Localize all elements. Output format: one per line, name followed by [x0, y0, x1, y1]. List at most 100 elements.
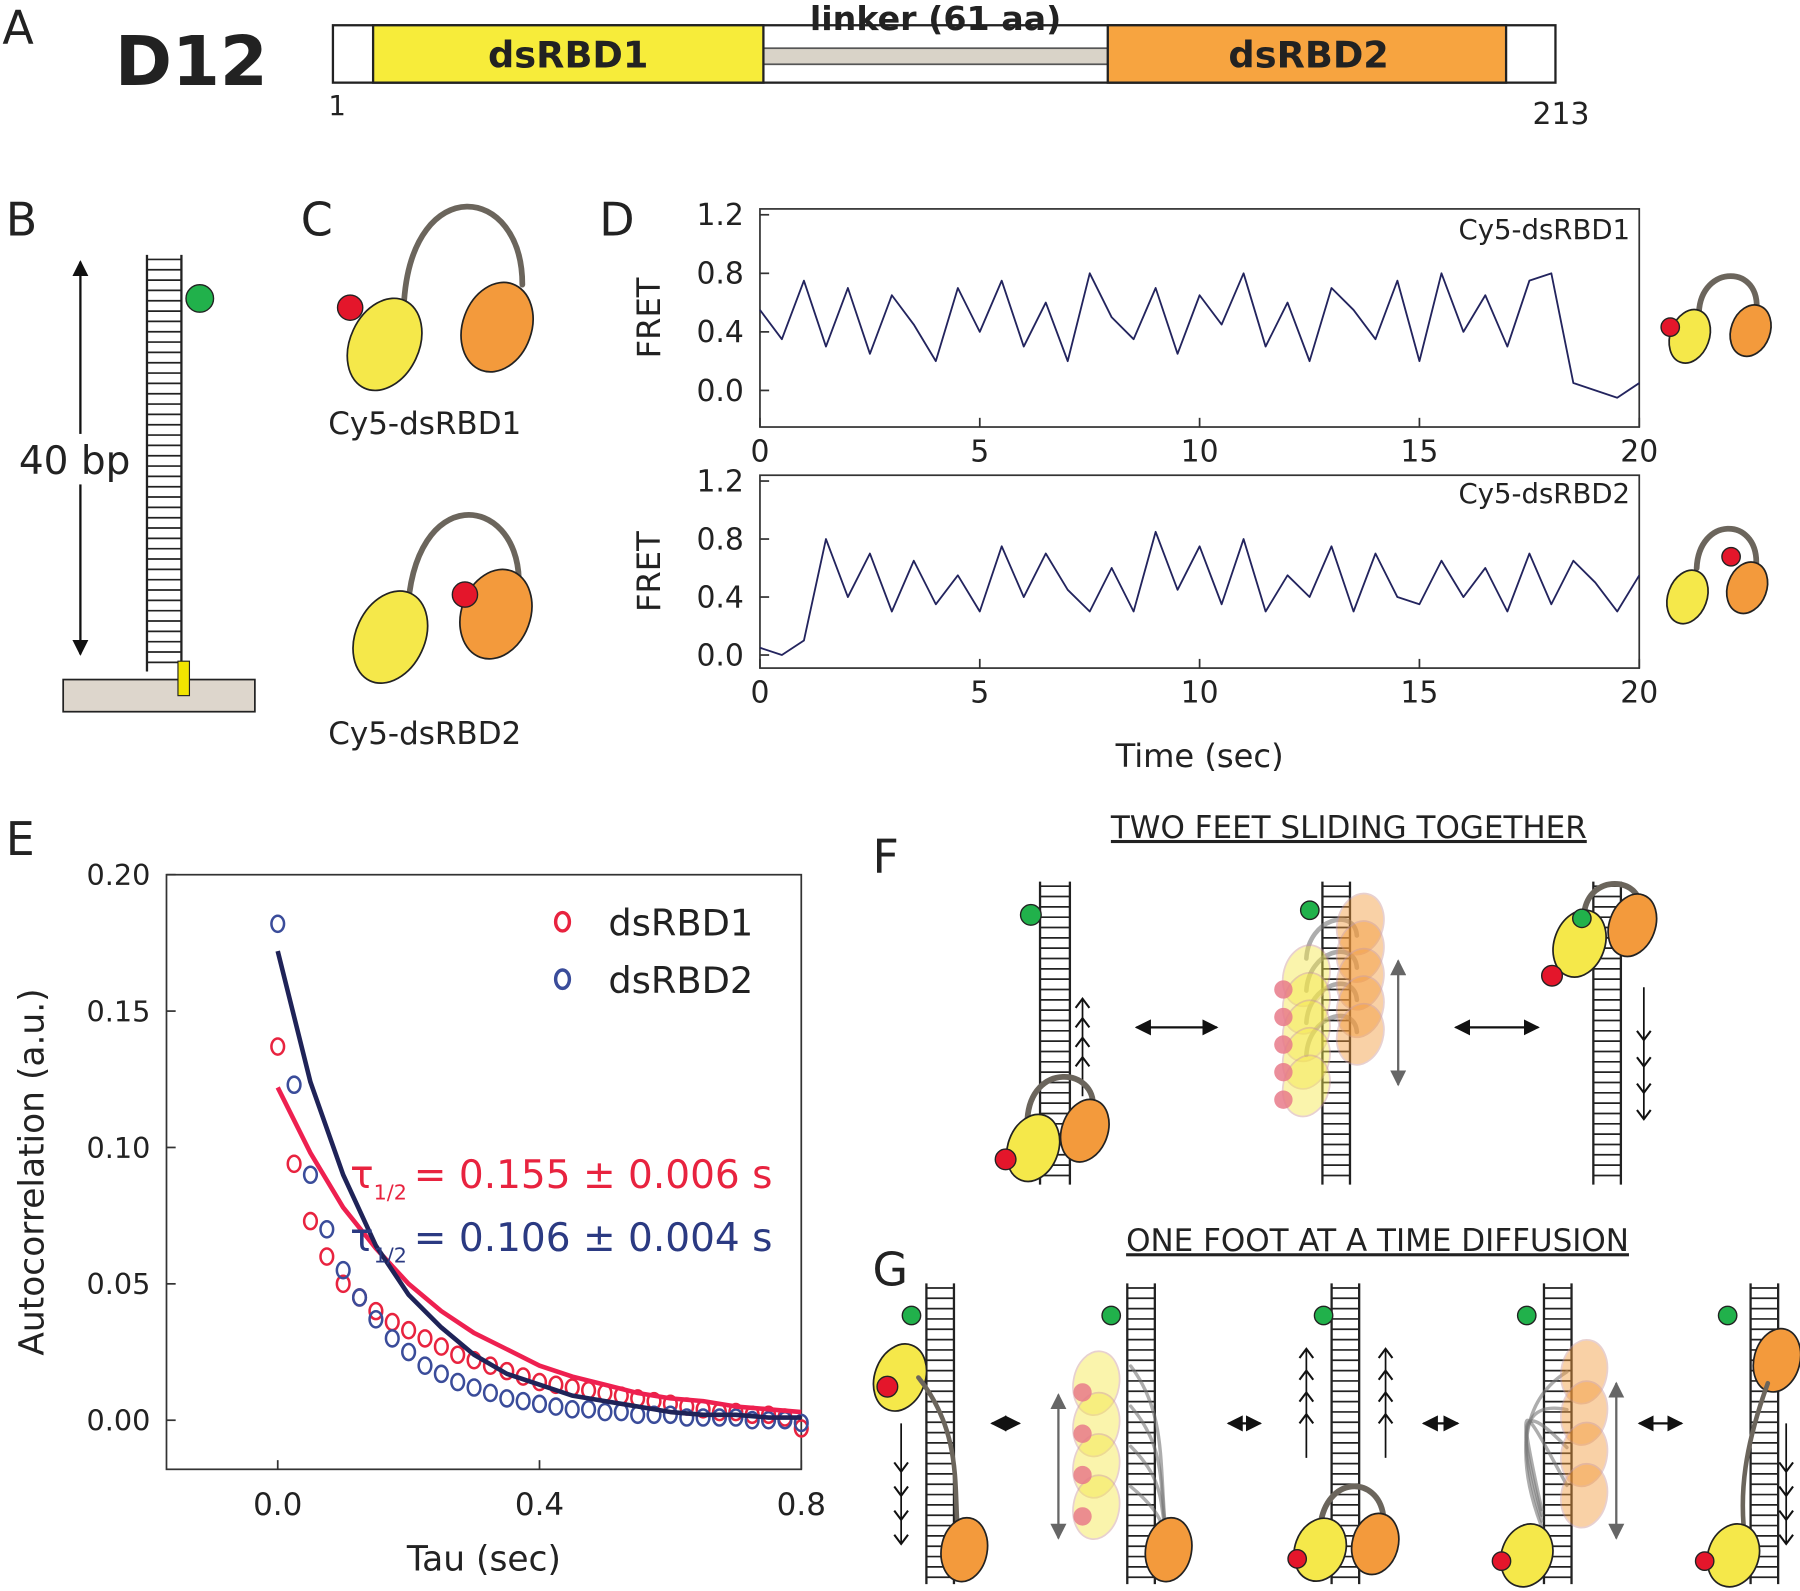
dye	[185, 283, 215, 313]
data-point	[482, 1383, 499, 1403]
domain	[1560, 1380, 1609, 1446]
dye	[1101, 1305, 1122, 1326]
linker	[404, 512, 522, 618]
arrow-head	[1298, 1347, 1315, 1359]
arrow-head	[1298, 1390, 1315, 1403]
fit-value: = 0.155 ± 0.006 s	[414, 1153, 773, 1198]
residue-label: 213	[1532, 97, 1589, 132]
dye	[1287, 1548, 1308, 1569]
y-axis-label: FRET	[630, 277, 668, 358]
dye	[336, 294, 364, 321]
arrow-head	[1778, 1510, 1794, 1522]
series-line	[759, 530, 1641, 656]
construct-label: Cy5-dsRBD2	[328, 716, 521, 752]
fit-value: = 0.106 ± 0.004 s	[414, 1216, 773, 1261]
dye	[1073, 1383, 1092, 1402]
domain	[1059, 1098, 1110, 1163]
domain-label: dsRBD1	[488, 34, 648, 77]
arrow-head	[1778, 1461, 1794, 1474]
data-point	[401, 1320, 417, 1340]
x-tick-label: 0.0	[253, 1487, 302, 1523]
series-line	[275, 1086, 802, 1415]
x-tick-label: 20	[1620, 676, 1658, 711]
legend-marker	[553, 910, 572, 933]
y-tick-label: 1.2	[696, 198, 743, 233]
data-point	[368, 1301, 384, 1321]
domain	[1350, 1512, 1400, 1576]
arrow-head	[1636, 1056, 1652, 1069]
y-tick-label: 0.0	[696, 374, 743, 409]
biotin	[177, 660, 191, 697]
data-point	[384, 1312, 400, 1332]
dye	[1717, 1305, 1738, 1326]
data-point	[793, 1413, 809, 1433]
series-line	[759, 272, 1640, 399]
dye	[901, 1305, 922, 1326]
panel-label: D	[599, 192, 634, 246]
tau-symbol: τ	[350, 1153, 374, 1198]
dye	[1073, 1507, 1092, 1526]
legend-label: dsRBD1	[608, 902, 753, 945]
arrow-head	[1074, 996, 1091, 1009]
arrow-head	[893, 1461, 909, 1474]
plot-frame	[165, 873, 803, 1471]
data-point	[368, 1310, 384, 1329]
x-axis-label: Tau (sec)	[406, 1539, 561, 1579]
domain	[1725, 561, 1769, 615]
arrow-head	[1074, 1035, 1091, 1048]
linker	[1304, 949, 1360, 993]
domain	[1560, 1462, 1609, 1529]
dye	[1721, 546, 1741, 567]
y-tick-label: 0.4	[696, 315, 743, 350]
panel-label: E	[6, 812, 35, 866]
data-point	[433, 1337, 449, 1356]
dye	[1491, 1551, 1512, 1572]
fit-annotation: τ1/2 = 0.155 ± 0.006 s	[350, 1153, 772, 1204]
domain	[1499, 1523, 1554, 1588]
domain	[1335, 892, 1385, 956]
domain	[346, 297, 423, 392]
annotation: Cy5-dsRBD1	[1459, 214, 1631, 246]
domain	[1335, 975, 1385, 1039]
dye	[1571, 908, 1592, 929]
dye	[1274, 1090, 1293, 1109]
arrow-head	[893, 1485, 909, 1498]
domain	[1293, 1517, 1348, 1582]
x-tick-label: 10	[1181, 676, 1219, 711]
domain	[459, 568, 533, 660]
arrow-head	[1377, 1368, 1394, 1381]
dye	[1299, 900, 1320, 921]
x-tick-label: 0.4	[515, 1487, 564, 1523]
tau-subscript: 1/2	[374, 1181, 407, 1205]
arrow-head	[1636, 1030, 1652, 1042]
domain-box	[371, 24, 765, 84]
data-point	[401, 1342, 417, 1362]
tau-subscript: 1/2	[374, 1244, 407, 1268]
linker	[1024, 1074, 1096, 1123]
y-tick-label: 0.20	[87, 858, 151, 892]
domain	[1005, 1113, 1061, 1183]
linker	[1304, 1013, 1360, 1058]
data-point	[515, 1391, 531, 1411]
data-point	[466, 1378, 482, 1397]
linker	[1304, 917, 1360, 961]
data-point	[319, 1247, 335, 1266]
y-tick-label: 0.00	[87, 1404, 151, 1438]
data-point	[744, 1410, 760, 1430]
dye	[1694, 1551, 1715, 1572]
x-tick-label: 15	[1400, 434, 1438, 469]
x-tick-label: 20	[1620, 434, 1658, 469]
dye	[1660, 317, 1681, 338]
dye	[1313, 1305, 1334, 1326]
x-axis-label: Time (sec)	[1115, 737, 1284, 775]
legend-marker	[553, 968, 572, 991]
legend-label: dsRBD2	[608, 959, 753, 1002]
residue-label: 1	[328, 90, 346, 122]
arrow-head	[1778, 1534, 1794, 1546]
domain	[1281, 944, 1331, 1008]
arrow-head	[1377, 1347, 1394, 1359]
panel-label: G	[872, 1243, 908, 1297]
fit-annotation: τ1/2 = 0.106 ± 0.004 s	[350, 1216, 772, 1267]
linker-label: linker (61 aa)	[810, 0, 1061, 38]
